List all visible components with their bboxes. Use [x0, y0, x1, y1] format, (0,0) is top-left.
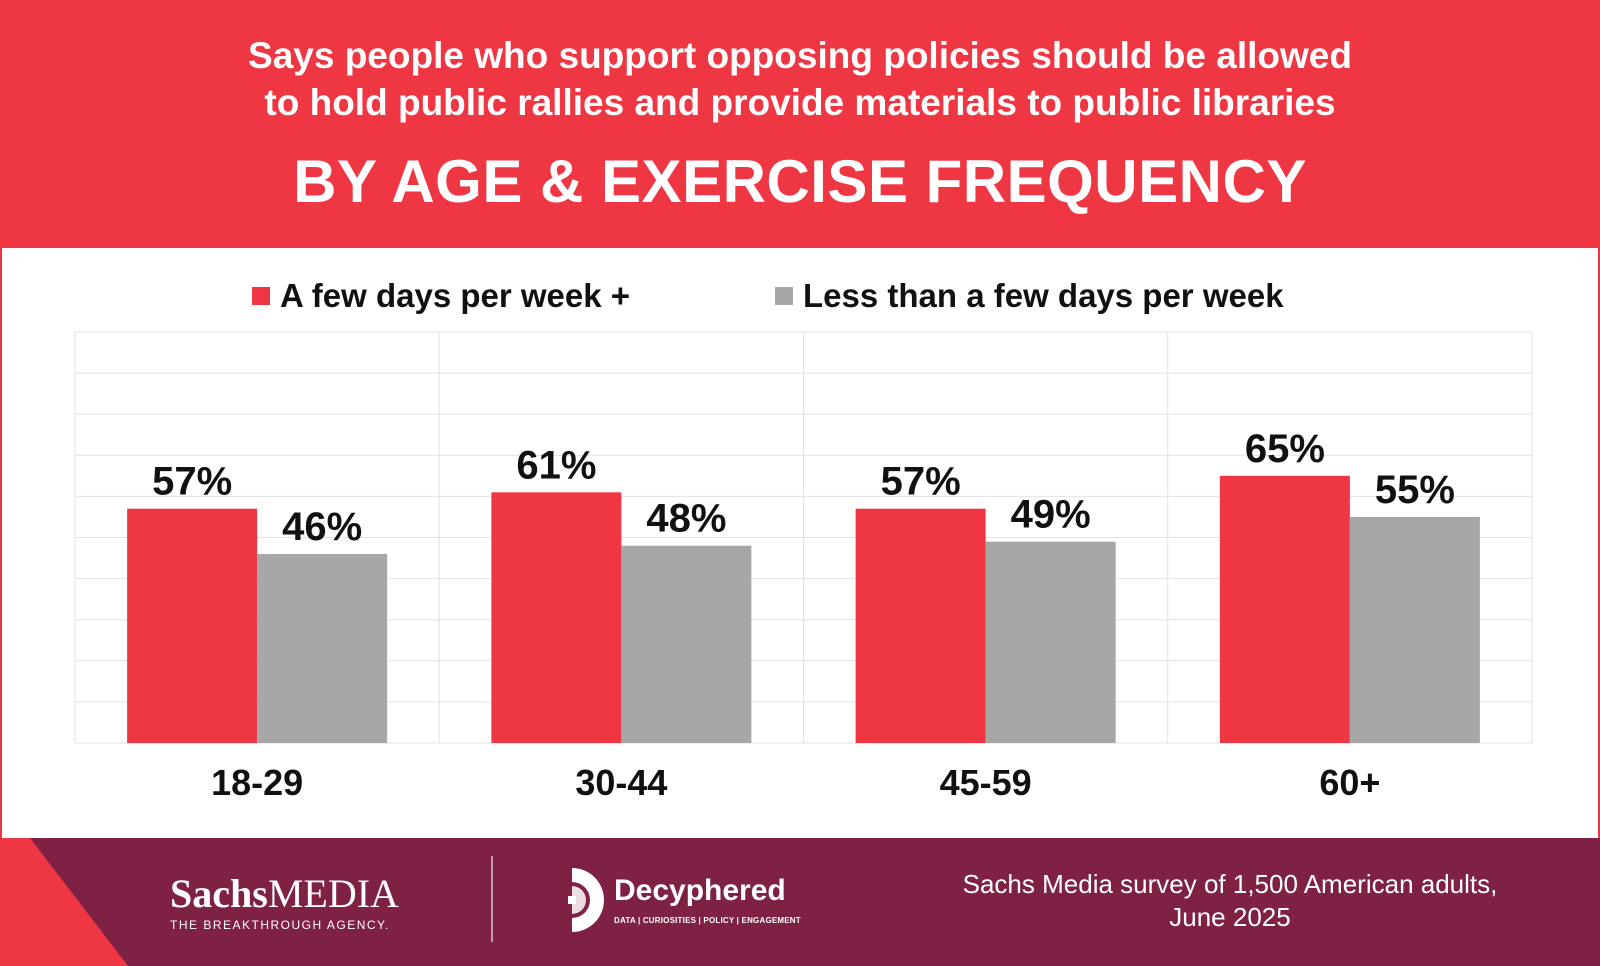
bar-frequent	[855, 508, 986, 743]
data-label-infrequent: 55%	[1375, 468, 1455, 512]
data-label-frequent: 57%	[881, 460, 961, 504]
data-label-infrequent: 48%	[646, 497, 726, 541]
bar-frequent	[127, 508, 258, 743]
decyphered-tagline: DATA | CURIOSITIES | POLICY | ENGAGEMENT	[614, 916, 801, 925]
category-label: 60+	[1319, 762, 1380, 803]
sachs-logo-bold: Sachs	[170, 871, 268, 916]
bar-infrequent	[257, 553, 388, 743]
legend-swatch-frequent	[252, 287, 270, 305]
bar-infrequent	[1349, 516, 1480, 743]
source-line-2: June 2025	[1169, 902, 1291, 932]
legend-swatch-infrequent	[775, 287, 793, 305]
category-label: 18-29	[211, 762, 303, 803]
decyphered-name: Decyphered	[614, 874, 786, 907]
footer-divider	[491, 856, 493, 942]
legend-label-infrequent: Less than a few days per week	[803, 277, 1284, 314]
footer: SachsMEDIA THE BREAKTHROUGH AGENCY. Decy…	[0, 838, 1600, 966]
legend: A few days per week + Less than a few da…	[0, 276, 1600, 316]
category-label: 45-59	[940, 762, 1032, 803]
decyphered-logo-icon	[568, 868, 604, 932]
data-label-frequent: 61%	[516, 443, 596, 487]
legend-item-frequent: A few days per week +	[252, 276, 630, 316]
source-line-1: Sachs Media survey of 1,500 American adu…	[962, 869, 1498, 899]
bar-infrequent	[985, 541, 1116, 743]
data-label-infrequent: 49%	[1011, 493, 1091, 537]
bar-chart: 57% 46% 18-29 61% 48% 30-44 57% 49% 45-59 65% 55% 6…	[74, 331, 1533, 803]
category-label: 30-44	[575, 762, 667, 803]
header: Says people who support opposing policie…	[0, 0, 1600, 248]
bar-frequent	[1219, 475, 1350, 743]
legend-item-infrequent: Less than a few days per week	[775, 276, 1284, 316]
sachs-media-logo: SachsMEDIA THE BREAKTHROUGH AGENCY.	[170, 871, 399, 933]
data-label-frequent: 57%	[152, 460, 232, 504]
data-label-infrequent: 46%	[282, 505, 362, 549]
subtitle-line-2: to hold public rallies and provide mater…	[264, 82, 1336, 123]
bar-frequent	[491, 492, 622, 743]
footer-background	[30, 838, 1600, 966]
chart-title: BY AGE & EXERCISE FREQUENCY	[293, 148, 1307, 215]
bar-infrequent	[621, 545, 752, 743]
legend-label-frequent: A few days per week +	[280, 277, 631, 314]
source-note: Sachs Media survey of 1,500 American adu…	[900, 868, 1560, 934]
data-label-frequent: 65%	[1245, 427, 1325, 471]
subtitle-line-1: Says people who support opposing policie…	[248, 35, 1352, 76]
subtitle: Says people who support opposing policie…	[0, 32, 1600, 126]
sachs-tagline: THE BREAKTHROUGH AGENCY.	[170, 918, 390, 932]
sachs-logo-light: MEDIA	[267, 871, 399, 916]
